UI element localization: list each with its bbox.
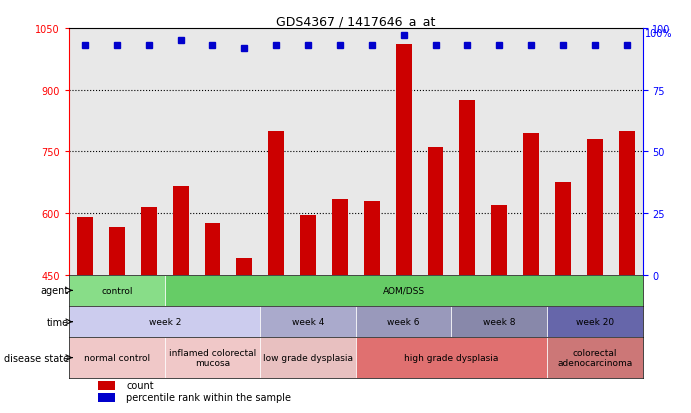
Text: AOM/DSS: AOM/DSS — [383, 286, 425, 295]
Text: agent: agent — [41, 286, 69, 296]
FancyBboxPatch shape — [261, 306, 356, 337]
Text: week 6: week 6 — [388, 318, 420, 326]
Title: GDS4367 / 1417646_a_at: GDS4367 / 1417646_a_at — [276, 15, 435, 28]
Bar — [587, 140, 603, 413]
Bar — [205, 224, 220, 413]
Bar — [300, 216, 316, 413]
Text: percentile rank within the sample: percentile rank within the sample — [126, 392, 292, 403]
Text: inflamed colorectal
mucosa: inflamed colorectal mucosa — [169, 348, 256, 368]
Bar — [428, 148, 444, 413]
Text: normal control: normal control — [84, 353, 150, 362]
Text: colorectal
adenocarcinoma: colorectal adenocarcinoma — [557, 348, 632, 368]
FancyBboxPatch shape — [261, 337, 356, 378]
Bar — [618, 131, 634, 413]
Text: control: control — [101, 286, 133, 295]
Bar — [98, 380, 115, 390]
Bar — [141, 207, 157, 413]
FancyBboxPatch shape — [547, 306, 643, 337]
Text: count: count — [126, 380, 154, 390]
Bar — [523, 133, 539, 413]
Text: week 4: week 4 — [292, 318, 324, 326]
FancyBboxPatch shape — [451, 306, 547, 337]
Text: 100%: 100% — [645, 29, 673, 39]
Text: week 8: week 8 — [483, 318, 515, 326]
Bar — [236, 259, 252, 413]
Bar — [332, 199, 348, 413]
FancyBboxPatch shape — [356, 306, 451, 337]
FancyBboxPatch shape — [69, 275, 164, 306]
Text: disease state: disease state — [4, 353, 69, 363]
Bar — [396, 45, 412, 413]
Text: time: time — [47, 317, 69, 327]
FancyBboxPatch shape — [69, 306, 261, 337]
Bar — [77, 218, 93, 413]
FancyBboxPatch shape — [164, 275, 643, 306]
FancyBboxPatch shape — [69, 337, 164, 378]
Text: high grade dysplasia: high grade dysplasia — [404, 353, 499, 362]
Text: week 20: week 20 — [576, 318, 614, 326]
Bar — [555, 183, 571, 413]
Text: week 2: week 2 — [149, 318, 181, 326]
Bar — [173, 187, 189, 413]
Bar — [491, 205, 507, 413]
FancyBboxPatch shape — [164, 337, 261, 378]
FancyBboxPatch shape — [547, 337, 643, 378]
Bar — [460, 101, 475, 413]
Text: low grade dysplasia: low grade dysplasia — [263, 353, 353, 362]
Bar — [364, 201, 380, 413]
Bar — [98, 393, 115, 402]
Bar — [109, 228, 125, 413]
FancyBboxPatch shape — [356, 337, 547, 378]
Bar — [268, 131, 284, 413]
